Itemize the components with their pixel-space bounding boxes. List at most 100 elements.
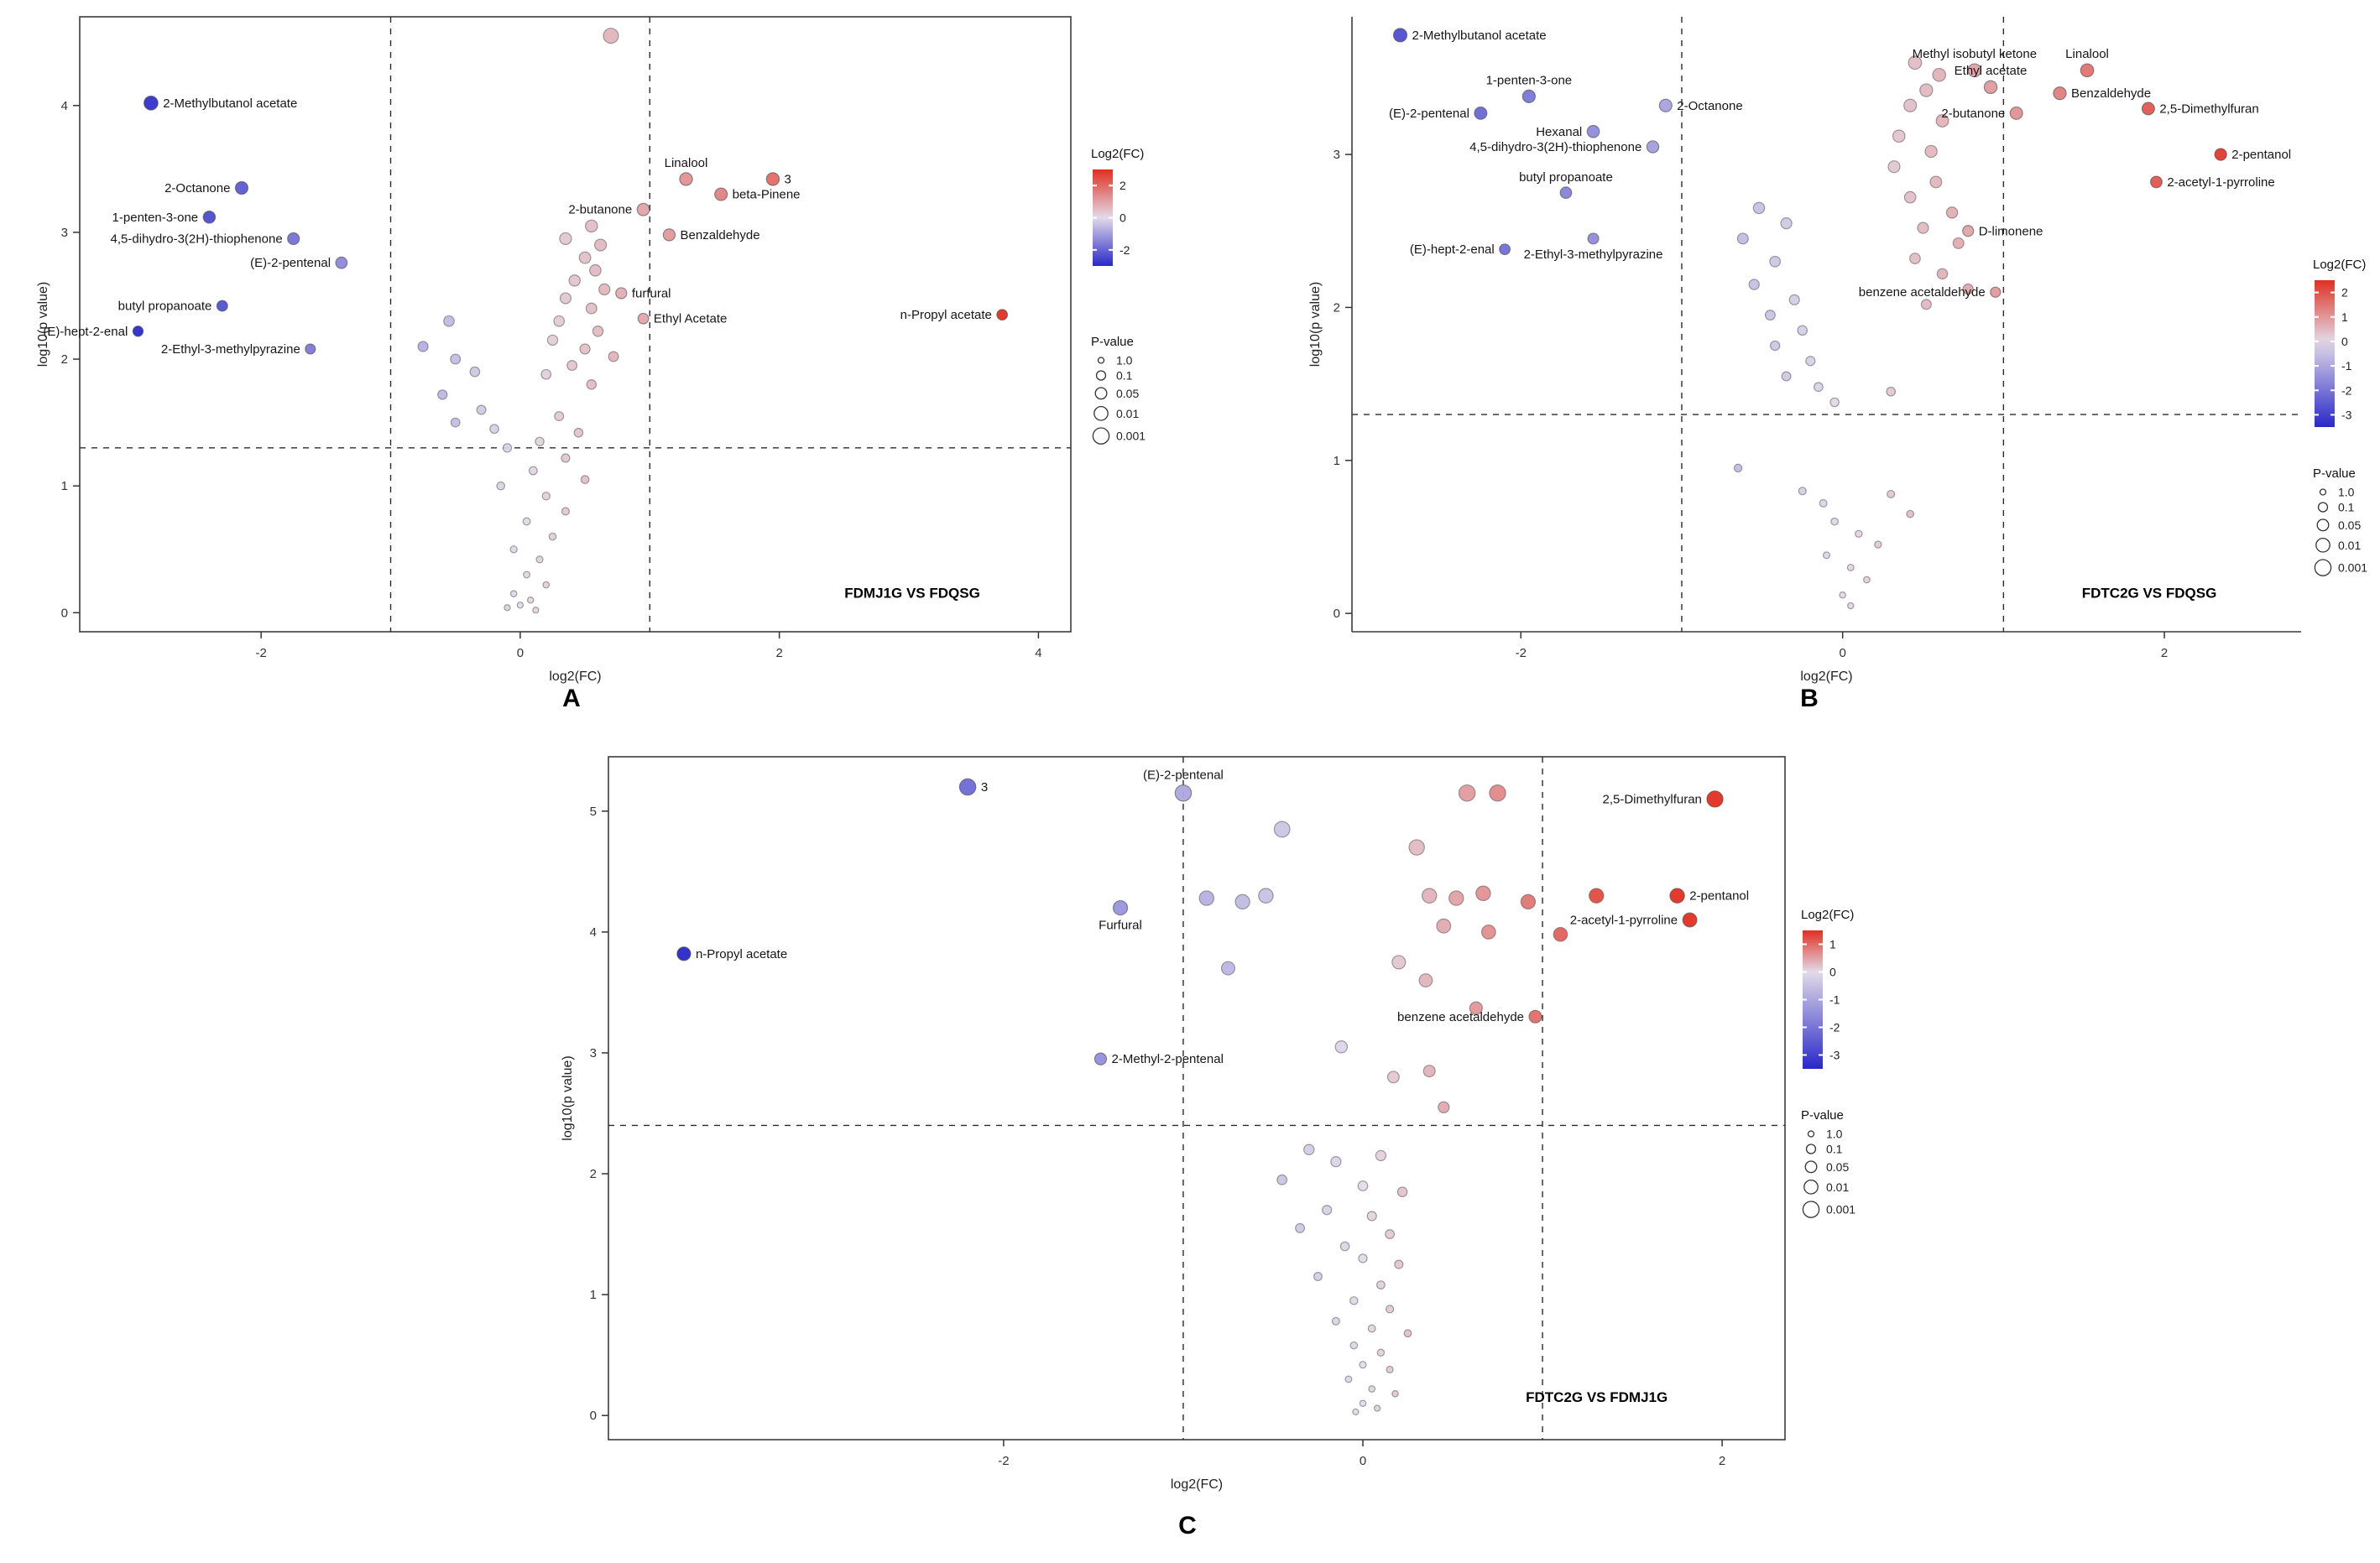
data-point [1935,114,1949,128]
point-label: 3 [981,780,988,795]
labeled-data-point [2053,86,2067,101]
data-point [1349,1296,1359,1305]
size-legend-label: 0.01 [1826,1180,1849,1194]
y-axis-label: log10(p value) [561,1055,575,1140]
size-legend-circle [2315,537,2330,553]
data-point [586,379,598,390]
point-label: (E)-2-pentenal [250,256,331,270]
legend-tick-label: 0 [1829,966,1836,979]
point-label: (E)-hept-2-enal [1410,242,1495,257]
comparison-label: FDMJ1G VS FDQSG [844,586,980,602]
data-point [589,263,602,277]
point-label: butyl propanoate [118,300,212,314]
data-point [504,604,511,612]
data-point [585,302,598,315]
data-point [603,28,619,44]
data-point [1917,221,1929,234]
labeled-data-point [1174,784,1193,802]
data-point [578,251,592,264]
data-point [1475,885,1491,902]
labeled-data-point [662,228,676,242]
labeled-data-point [1586,124,1600,138]
labeled-data-point [143,95,159,111]
data-point [559,232,572,246]
labeled-data-point [676,946,692,961]
data-point [561,453,571,463]
size-legend-circle [2319,488,2327,496]
y-axis-label: log10(p value) [36,282,50,367]
data-point [573,427,584,438]
size-legend-circle [1803,1179,1819,1195]
data-point [1846,563,1855,571]
point-label: 2,5-Dimethylfuran [2159,102,2258,116]
data-point [1874,540,1882,549]
x-tick-label: 2 [775,646,782,660]
legend-tick-label: -3 [2341,408,2352,421]
labeled-data-point [615,287,628,300]
data-point [1198,890,1215,906]
size-legend-label: 0.01 [2338,539,2361,552]
y-tick-label: 2 [61,352,68,367]
data-point [1458,784,1476,802]
data-point [559,292,572,305]
data-point [469,366,481,378]
point-label: furfural [632,286,671,300]
legend-tick-label: 0 [2341,335,2348,348]
point-label: 1-penten-3-one [1486,73,1573,87]
data-point [489,424,499,435]
size-legend-label: 1.0 [1116,354,1133,367]
labeled-data-point [1093,1052,1108,1065]
data-point [1394,1259,1404,1269]
data-point [1303,1144,1315,1155]
data-point [608,351,619,362]
point-label: Linalool [665,156,708,170]
x-tick-label: 0 [517,646,524,660]
data-point [598,283,611,296]
data-point [1375,1149,1387,1162]
point-label: 2-Methyl-2-pentenal [1112,1052,1224,1066]
data-point [1334,1040,1349,1054]
data-point [1396,1186,1408,1197]
data-point [509,590,518,597]
data-point [1367,1324,1376,1333]
size-legend-title: P-value [1801,1108,1844,1123]
legend-gradient-bar [2315,280,2335,427]
x-tick-label: -2 [998,1454,1009,1468]
data-point [532,607,540,614]
data-point [1421,888,1438,904]
point-label: Furfural [1099,919,1142,933]
x-tick-label: -2 [255,646,266,660]
data-point [568,274,581,287]
data-point [1906,509,1915,518]
data-point [1839,591,1846,599]
point-label: 1-penten-3-one [112,211,199,225]
data-point [1391,955,1407,970]
labeled-data-point [202,210,217,224]
data-point [516,602,525,609]
data-point [566,360,578,372]
legend-title: Log2(FC) [1801,908,1854,922]
labeled-data-point [637,312,650,325]
data-point [1359,1361,1367,1369]
labeled-data-point [996,309,1009,321]
y-tick-label: 3 [1334,148,1340,162]
point-label: 2-Octanone [164,181,230,195]
labeled-data-point [1521,89,1537,103]
x-tick-label: 0 [1839,646,1845,660]
data-point [1819,498,1828,508]
data-point [1366,1211,1377,1222]
point-label: (E)-hept-2-enal [43,325,128,339]
data-point [1385,1305,1395,1314]
size-legend-label: 0.001 [1116,430,1146,443]
data-point [1330,1156,1342,1168]
panel-letter-a: A [562,685,581,712]
data-point [1945,206,1959,219]
data-point [592,326,604,337]
y-axis-label: log10(p value) [1308,282,1323,367]
labeled-data-point [2214,148,2227,161]
data-point [1349,1341,1359,1350]
data-point [1788,294,1800,305]
data-point [1469,1001,1483,1015]
data-point [542,581,551,589]
point-label: benzene acetaldehyde [1859,285,1986,300]
